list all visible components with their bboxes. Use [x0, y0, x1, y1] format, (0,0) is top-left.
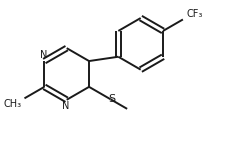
Text: S: S — [108, 94, 115, 104]
Text: CH₃: CH₃ — [3, 99, 22, 109]
Text: N: N — [39, 49, 47, 60]
Text: N: N — [62, 101, 69, 111]
Text: CF₃: CF₃ — [186, 8, 202, 19]
